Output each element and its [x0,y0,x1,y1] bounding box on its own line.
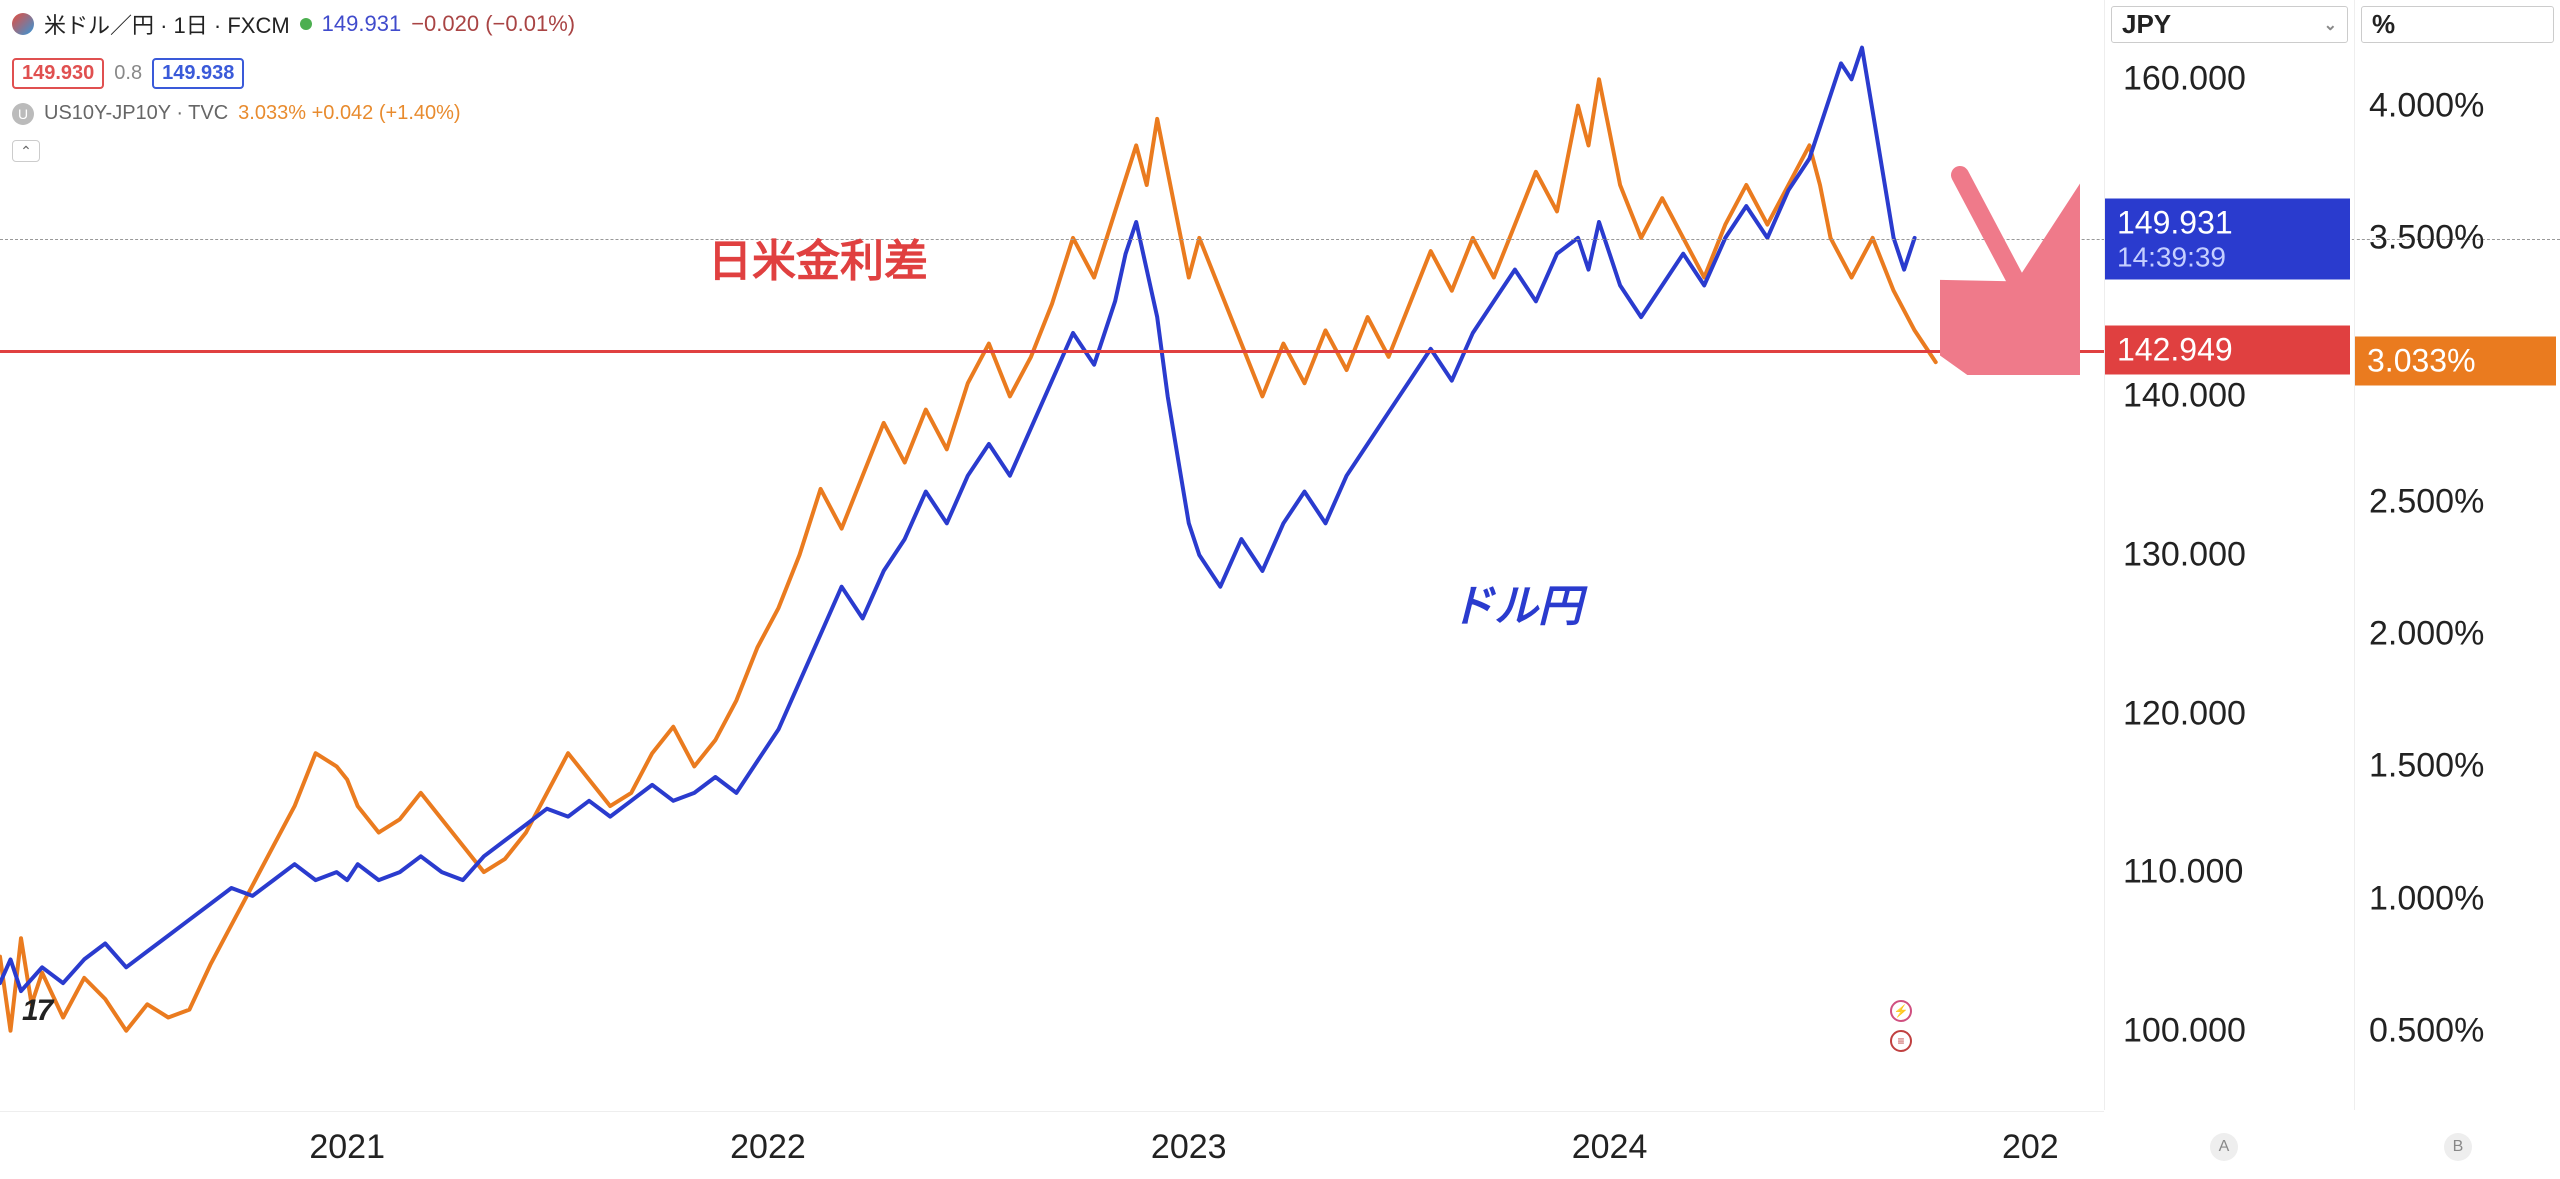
current-price-value: 149.931 [2117,204,2233,240]
annotation-usdjpy[interactable]: ドル円 [1450,570,1582,634]
spread-price-value: 3.033% [2367,343,2476,379]
price-axis-percent[interactable]: % 4.000%3.500%3.000%2.500%2.000%1.500%1.… [2354,0,2560,1110]
earnings-icon[interactable]: ⚡ [1890,1000,1912,1022]
tradingview-logo-icon[interactable]: 17 [22,994,51,1028]
time-axis-tick: 2023 [1151,1128,1227,1167]
alert-price-value: 142.949 [2117,331,2233,367]
axis-tick: 120.000 [2123,694,2246,733]
chevron-down-icon: ⌄ [2324,15,2337,35]
axis-pct-header[interactable]: % [2361,6,2554,43]
scale-b-button[interactable]: B [2444,1133,2472,1161]
current-price-tag: 149.931 14:39:39 [2105,198,2350,279]
axis-jpy-header[interactable]: JPY ⌄ [2111,6,2348,43]
axis-tick: 0.500% [2369,1011,2484,1050]
scale-a-button[interactable]: A [2210,1133,2238,1161]
horizontal-line-red[interactable] [0,350,2104,353]
axis-tick: 140.000 [2123,377,2246,416]
annotation-arrow[interactable] [1940,155,2080,375]
chart-plot-area[interactable]: 日米金利差 ドル円 ⚡ ≡ 17 [0,0,2104,1110]
current-price-time: 14:39:39 [2117,241,2338,273]
time-axis-tick: 2022 [730,1128,806,1167]
time-axis-tick: 2024 [1572,1128,1648,1167]
alert-price-tag: 142.949 [2105,325,2350,374]
axis-tick: 3.500% [2369,218,2484,257]
time-axis[interactable]: 2021 2022 2023 2024 202 [0,1111,2104,1179]
spread-price-tag: 3.033% [2355,337,2556,386]
axis-tick: 1.500% [2369,747,2484,786]
time-axis-tick: 2021 [309,1128,385,1167]
time-axis-tick: 202 [2002,1128,2059,1167]
axis-tick: 4.000% [2369,86,2484,125]
axis-tick: 2.500% [2369,483,2484,522]
price-axis-jpy[interactable]: JPY ⌄ 160.000150.000140.000130.000120.00… [2104,0,2354,1110]
axis-pct-label: % [2372,9,2395,40]
axis-tick: 130.000 [2123,536,2246,575]
axis-tick: 1.000% [2369,879,2484,918]
axis-tick: 160.000 [2123,60,2246,99]
dividend-icon[interactable]: ≡ [1890,1030,1912,1052]
axis-tick: 100.000 [2123,1011,2246,1050]
annotation-rate-spread[interactable]: 日米金利差 [708,225,928,289]
axis-tick: 110.000 [2123,853,2243,892]
axis-tick: 2.000% [2369,615,2484,654]
chart-svg [0,0,2104,1110]
axis-jpy-label: JPY [2122,9,2171,40]
